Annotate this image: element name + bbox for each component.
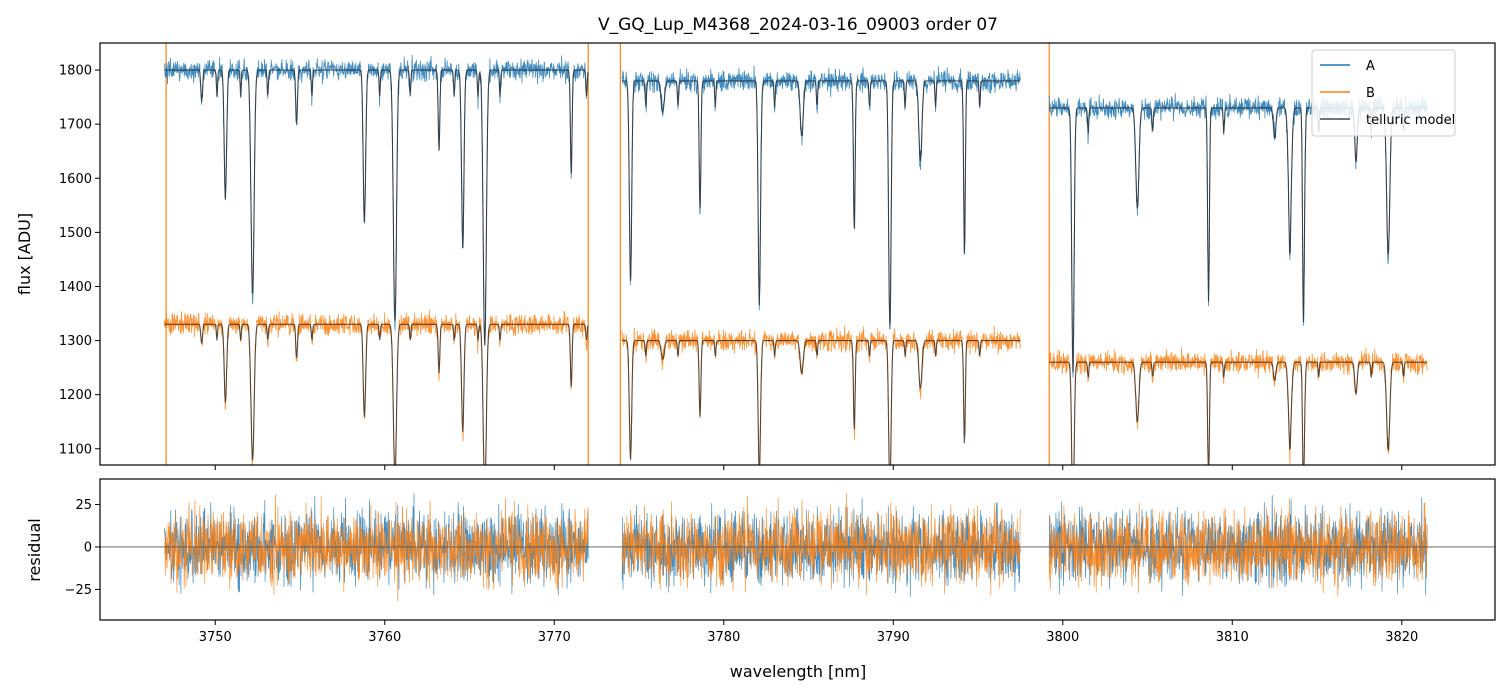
- legend-label-a: A: [1366, 59, 1375, 74]
- y-tick-label: 0: [84, 540, 92, 555]
- telluric-model-a-line: [622, 80, 1021, 330]
- residual-b-line: [164, 494, 589, 602]
- x-tick-label: 3750: [199, 630, 232, 645]
- residual-b-line: [1048, 498, 1428, 597]
- residual-axes-frame: [99, 478, 1496, 621]
- series-b-line: [621, 325, 1021, 465]
- y-tick-label: −25: [65, 583, 92, 598]
- y-tick-label: 1300: [59, 334, 92, 349]
- spectrum-panel: 1100 1200 1300 1400 1500 1600 1700 1800 flux [A…: [15, 42, 1496, 470]
- x-tick-label: 3770: [538, 630, 571, 645]
- y-tick-label: 1400: [59, 280, 92, 295]
- spectrum-x-ticks: [214, 465, 1403, 470]
- residual-b-line: [621, 493, 1021, 596]
- telluric-model-b-line: [164, 323, 589, 465]
- residual-y-ticks: −25 0 25: [65, 498, 100, 598]
- residual-plot-area: [100, 493, 1495, 602]
- spectrum-y-axis-label: flux [ADU]: [15, 213, 34, 295]
- spectrum-y-ticks: 1100 1200 1300 1400 1500 1600 1700 1800: [59, 64, 100, 457]
- residual-x-ticks: 3750 3760 3770 3780 3790 3800 3810 3820: [199, 620, 1418, 645]
- x-tick-label: 3820: [1385, 630, 1418, 645]
- y-tick-label: 25: [75, 498, 92, 513]
- series-a-line: [621, 65, 1021, 326]
- x-tick-label: 3780: [707, 630, 740, 645]
- x-tick-label: 3800: [1046, 630, 1079, 645]
- spectrum-plot-area: [164, 43, 1428, 465]
- residual-y-axis-label: residual: [25, 518, 44, 581]
- telluric-model-b-line: [622, 340, 1021, 465]
- chart-title: V_GQ_Lup_M4368_2024-03-16_09003 order 07: [598, 15, 998, 35]
- legend-label-b: B: [1366, 86, 1375, 101]
- legend-box: [1311, 49, 1456, 137]
- y-tick-label: 1500: [59, 226, 92, 241]
- x-axis-label: wavelength [nm]: [730, 662, 867, 681]
- x-tick-label: 3810: [1216, 630, 1249, 645]
- legend-label-telluric: telluric model: [1366, 113, 1455, 128]
- y-tick-label: 1100: [59, 442, 92, 457]
- y-tick-label: 1800: [59, 64, 92, 79]
- telluric-model-b-line: [1049, 361, 1427, 465]
- x-tick-label: 3790: [877, 630, 910, 645]
- telluric-model-a-line: [164, 69, 589, 346]
- legend: A B telluric model: [1311, 49, 1456, 137]
- y-tick-label: 1700: [59, 118, 92, 133]
- series-a-line: [164, 54, 589, 345]
- spectrum-axes-frame: [99, 42, 1496, 466]
- y-tick-label: 1200: [59, 388, 92, 403]
- y-tick-label: 1600: [59, 172, 92, 187]
- x-tick-label: 3760: [368, 630, 401, 645]
